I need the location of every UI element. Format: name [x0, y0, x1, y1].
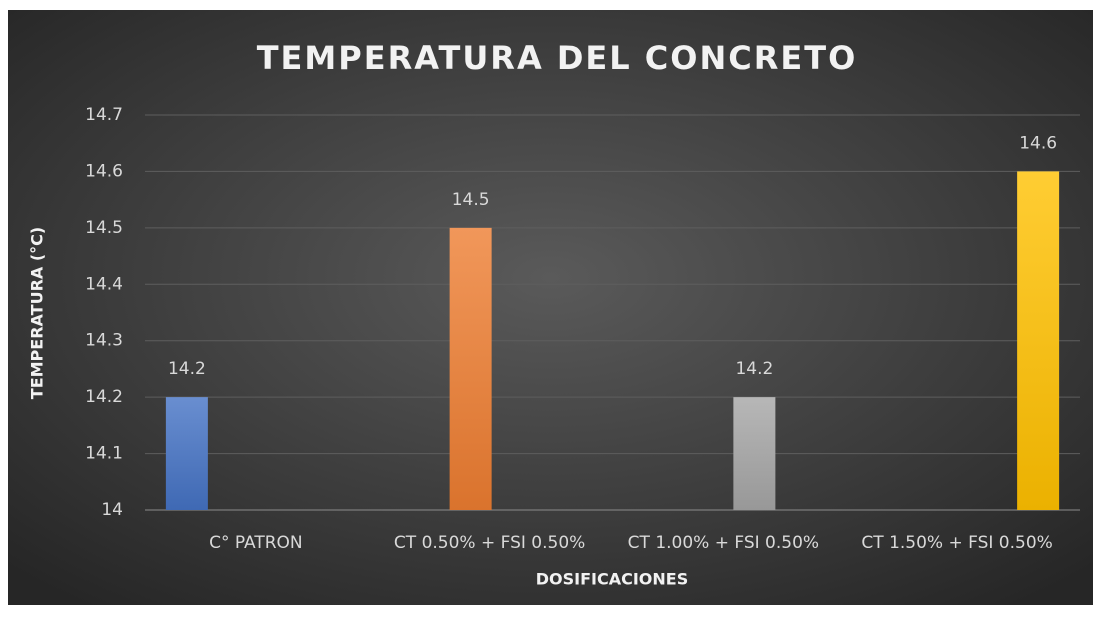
data-label: 14.2 [735, 359, 773, 379]
bar [733, 397, 776, 510]
y-tick-label: 14.3 [85, 331, 123, 351]
bar [1017, 171, 1060, 510]
x-tick-label: CT 1.50% + FSI 0.50% [861, 533, 1052, 553]
chart-background [8, 10, 1093, 605]
x-tick-label: C° PATRON [209, 533, 303, 553]
data-label: 14.2 [168, 359, 206, 379]
x-axis-title: DOSIFICACIONES [536, 570, 689, 589]
bar [165, 397, 208, 510]
y-tick-label: 14.5 [85, 218, 123, 238]
y-axis-title: TEMPERATURA (°C) [28, 227, 47, 399]
bar [449, 227, 492, 510]
data-label: 14.6 [1019, 133, 1057, 153]
x-tick-label: CT 1.00% + FSI 0.50% [628, 533, 819, 553]
x-tick-label: CT 0.50% + FSI 0.50% [394, 533, 585, 553]
y-tick-label: 14.4 [85, 274, 123, 294]
data-label: 14.5 [452, 190, 490, 210]
chart-title: TEMPERATURA DEL CONCRETO [257, 39, 858, 77]
y-tick-label: 14.2 [85, 387, 123, 407]
y-tick-label: 14.7 [85, 105, 123, 125]
y-tick-label: 14.6 [85, 161, 123, 181]
y-tick-label: 14 [101, 500, 123, 520]
y-tick-label: 14.1 [85, 444, 123, 464]
